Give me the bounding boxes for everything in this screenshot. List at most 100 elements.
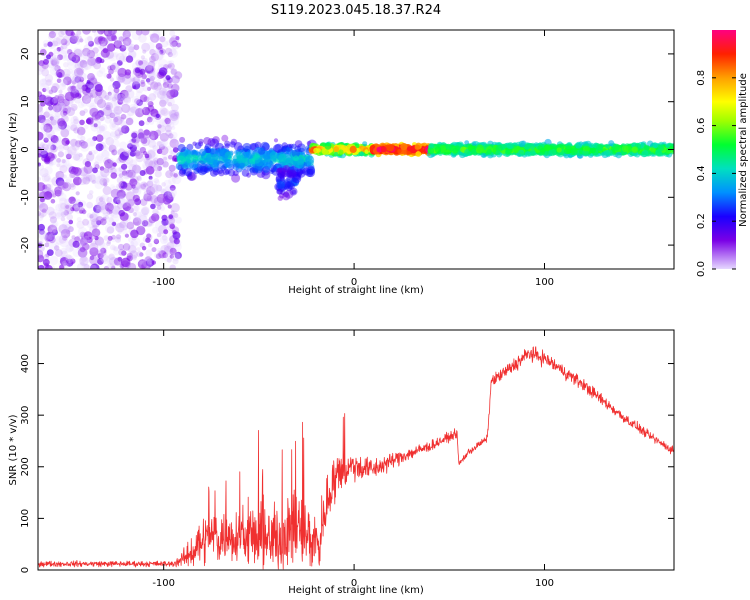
spectrogram-cell xyxy=(97,36,106,44)
spectrogram-cell xyxy=(154,170,162,178)
spectrogram-cell xyxy=(99,218,107,226)
spectrogram-cell xyxy=(96,170,104,178)
spectrogram-cell xyxy=(139,107,146,114)
spectrogram-cell xyxy=(73,118,79,125)
spectrogram-cell xyxy=(119,198,129,208)
spectrogram-cell xyxy=(102,178,108,184)
spectrogram-cell xyxy=(114,129,122,137)
spectrogram-cell xyxy=(57,209,65,218)
spectrogram-cell xyxy=(110,130,118,138)
spectrogram-cell xyxy=(96,205,104,213)
spectrogram-cell xyxy=(169,49,179,58)
spectrogram-cell xyxy=(76,235,81,240)
spectrogram-cell xyxy=(70,258,76,264)
spectrogram-cell xyxy=(50,144,57,151)
spectrogram-cell xyxy=(56,78,62,84)
spectrogram-cell xyxy=(111,214,120,223)
spectrogram-cell xyxy=(132,217,142,226)
spectrogram-cell xyxy=(171,131,178,139)
spectrogram-cell xyxy=(100,150,110,160)
spectrogram-cell xyxy=(70,115,80,125)
spectrogram-cell xyxy=(146,186,156,196)
spectrogram-cell xyxy=(53,32,58,38)
spectrogram-cell xyxy=(434,146,442,153)
spectrogram-cell xyxy=(506,143,513,150)
spectrogram-cell xyxy=(110,172,118,179)
spectrogram-cell xyxy=(115,236,121,243)
spectrogram-cell xyxy=(116,93,126,103)
spectrogram-cell xyxy=(89,255,95,261)
spectrogram-cell xyxy=(91,51,98,59)
spectrogram-cell xyxy=(53,112,61,120)
spectrogram-cell xyxy=(155,184,163,192)
spectrogram-cell xyxy=(169,184,176,191)
spectrogram-cell xyxy=(145,165,155,175)
snr-ytick-label: 100 xyxy=(20,509,31,528)
spectrogram-cell xyxy=(62,174,67,179)
spectrogram-cell xyxy=(121,170,131,180)
spectrogram-cell xyxy=(152,37,158,43)
spectrogram-cell xyxy=(170,137,177,144)
spectrogram-cell xyxy=(79,38,84,43)
spectrogram-cell xyxy=(146,116,153,123)
spectrogram-cell xyxy=(116,189,126,199)
spectrogram-cell xyxy=(73,153,81,161)
spectrogram-cell xyxy=(51,59,58,66)
spectrogram-cell xyxy=(103,177,110,184)
spectrogram-cell xyxy=(55,188,63,196)
spectrogram-cell xyxy=(93,123,98,128)
spectrogram-cell xyxy=(167,101,173,107)
spectrogram-cell xyxy=(54,242,60,247)
spectrogram-cell xyxy=(161,40,169,48)
spectrogram-cell xyxy=(84,36,93,45)
spectrogram-cell xyxy=(127,199,136,208)
spectrogram-cell xyxy=(89,75,97,83)
spectrogram-cell xyxy=(82,169,90,177)
spectrogram-cell xyxy=(132,187,139,194)
spectrogram-cell xyxy=(38,211,42,217)
spectrogram-cell xyxy=(96,153,104,161)
spectrogram-cell xyxy=(110,188,121,199)
spectrogram-cell xyxy=(75,143,80,149)
spectrogram-cell xyxy=(38,131,44,141)
spectrogram-cell xyxy=(50,85,58,93)
spectrogram-cell xyxy=(62,220,71,230)
spectrogram-cell xyxy=(119,221,126,229)
spectrogram-cell xyxy=(169,264,176,269)
spectrogram-cell xyxy=(165,129,172,137)
spectrogram-cell xyxy=(183,168,192,177)
spectrogram-cell xyxy=(537,145,543,151)
spectrogram-cell xyxy=(89,174,99,184)
spectrogram-cell xyxy=(111,246,117,251)
spectrogram-cell xyxy=(109,54,115,60)
spectrogram-cell xyxy=(146,233,152,239)
spectrogram-cell xyxy=(61,159,66,164)
spectrogram-cell xyxy=(159,96,169,105)
spectrogram-cell xyxy=(103,72,109,78)
spectrogram-cell xyxy=(170,203,180,213)
spectrogram-cell xyxy=(38,241,43,246)
spectrogram-cell xyxy=(159,132,169,142)
spectrogram-cell xyxy=(46,79,53,86)
spectrogram-cell xyxy=(150,153,158,161)
spectrogram-cell xyxy=(150,57,158,65)
spectrogram-cell xyxy=(427,147,435,155)
spectrogram-cell xyxy=(62,55,68,61)
spectrogram-cell xyxy=(93,161,100,167)
spectrogram-cell xyxy=(126,107,135,117)
spectrogram-cell xyxy=(118,181,124,187)
spectrogram-cell xyxy=(110,132,116,138)
spectrogram-cell xyxy=(78,72,87,81)
spectrogram-cell xyxy=(77,81,83,86)
spectrogram-cell xyxy=(117,127,122,132)
spectrogram-cell xyxy=(60,216,66,222)
spectrogram-cell xyxy=(120,181,128,189)
spectrogram-cell xyxy=(128,236,134,243)
spectrogram-cell xyxy=(163,244,171,251)
spectrogram-cell xyxy=(113,196,121,204)
spectrogram-cell xyxy=(42,78,46,83)
spectrogram-cell xyxy=(79,119,85,126)
spectrogram-cell xyxy=(131,30,141,41)
spectrogram-cell xyxy=(359,151,365,157)
spectrogram-cell xyxy=(98,175,109,185)
